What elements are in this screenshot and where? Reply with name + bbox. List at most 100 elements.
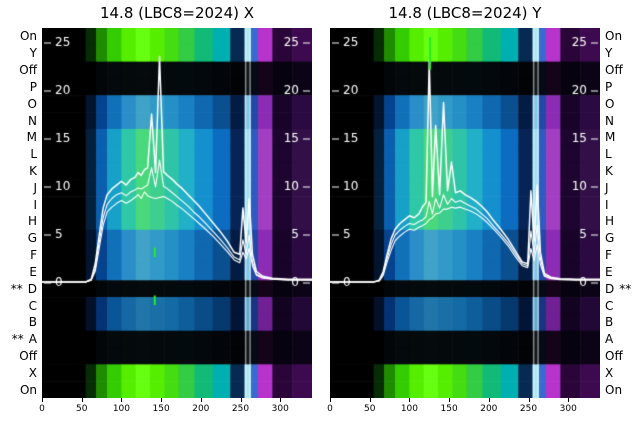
row-label-text: H (605, 214, 615, 229)
x-tick-mark (280, 398, 282, 402)
row-label-left-19-off: Off (0, 349, 37, 363)
x-tick-label: 0 (39, 404, 45, 414)
row-label-text: H (27, 214, 37, 229)
row-label-left-18-a: ** A (0, 332, 37, 346)
x-tick-mark (369, 398, 371, 402)
panel-y-title: 14.8 (LBC8=2024) Y (388, 4, 542, 22)
row-label-text: G (605, 231, 615, 246)
panel-x-title: 14.8 (LBC8=2024) X (99, 4, 255, 22)
row-label-left-14-e: E (0, 265, 37, 279)
row-label-left-16-c: C (0, 299, 37, 313)
x-tick-label: 300 (271, 404, 289, 414)
row-label-text: Off (19, 348, 37, 363)
row-label-right-7-l: L (605, 147, 612, 161)
row-label-left-3-p: P (0, 80, 37, 94)
row-label-right-3-p: P (605, 80, 612, 94)
row-label-text: I (33, 197, 37, 212)
row-label-text: C (605, 298, 614, 313)
row-label-right-18-a: A (605, 332, 613, 346)
row-label-left-17-b: B (0, 315, 37, 329)
row-label-left-10-i: I (0, 198, 37, 212)
row-label-text: J (33, 180, 37, 195)
row-label-right-4-o: O (605, 97, 614, 111)
row-label-right-19-off: Off (605, 349, 623, 363)
row-label-text: K (605, 163, 613, 178)
row-label-right-10-i: I (605, 198, 609, 212)
row-label-left-7-l: L (0, 147, 37, 161)
row-label-text: M (26, 130, 37, 145)
x-tick-label: 250 (231, 404, 250, 414)
row-label-text: Y (29, 46, 37, 61)
row-label-right-12-g: G (605, 231, 614, 245)
row-label-text: Y (605, 46, 613, 61)
x-tick-mark (121, 398, 123, 402)
star-marker: ** (619, 281, 632, 296)
x-tick-label: 50 (363, 404, 376, 414)
row-label-text: On (19, 29, 37, 44)
x-tick-mark (409, 398, 411, 402)
x-tick-mark (240, 398, 242, 402)
row-label-right-1-y: Y (605, 46, 612, 60)
row-label-left-6-m: M (0, 130, 37, 144)
row-label-text: D (27, 281, 37, 296)
x-tick-mark (488, 398, 490, 402)
x-tick-label: 100 (112, 404, 130, 414)
row-label-text: On (605, 29, 623, 44)
x-tick-mark (161, 398, 163, 402)
row-label-left-0-on: On (0, 29, 37, 43)
row-label-left-8-k: K (0, 164, 37, 178)
row-label-text: N (28, 113, 37, 128)
row-label-text: P (29, 79, 37, 94)
row-label-right-5-n: N (605, 114, 614, 128)
row-label-right-21-on: On (605, 383, 622, 397)
row-label-text: P (605, 79, 613, 94)
row-label-text: X (605, 365, 614, 380)
x-tick-label: 200 (480, 404, 498, 414)
row-label-left-1-y: Y (0, 46, 37, 60)
row-label-text: O (27, 96, 37, 111)
row-label-text: G (27, 231, 37, 246)
row-label-right-17-b: B (605, 315, 613, 329)
row-label-text: E (605, 264, 613, 279)
x-tick-label: 100 (400, 404, 418, 414)
x-tick-mark (42, 398, 43, 402)
row-label-text: J (605, 180, 609, 195)
x-tick-label: 50 (75, 404, 88, 414)
row-label-text: E (29, 264, 37, 279)
row-label-text: F (605, 248, 612, 263)
row-label-right-16-c: C (605, 299, 613, 313)
row-label-text: M (605, 130, 616, 145)
x-tick-label: 150 (440, 404, 458, 414)
row-label-text: Off (19, 63, 37, 78)
heatmap-panel-x (42, 28, 312, 398)
row-label-text: L (30, 147, 37, 162)
row-label-left-4-o: O (0, 97, 37, 111)
row-label-text: F (30, 248, 37, 263)
row-label-right-20-x: X (605, 366, 613, 380)
row-label-right-14-e: E (605, 265, 613, 279)
row-label-text: C (28, 298, 37, 313)
row-label-left-5-n: N (0, 114, 37, 128)
row-label-text: L (605, 147, 612, 162)
row-label-text: Off (605, 348, 623, 363)
row-label-left-2-off: Off (0, 63, 37, 77)
row-label-left-11-h: H (0, 214, 37, 228)
row-label-text: X (28, 365, 37, 380)
x-tick-mark (568, 398, 570, 402)
x-tick-mark (81, 398, 83, 402)
row-label-text: Off (605, 63, 623, 78)
row-label-right-8-k: K (605, 164, 613, 178)
row-label-text: On (19, 382, 37, 397)
heatmap-panel-y (330, 28, 600, 398)
x-tick-label: 0 (327, 404, 333, 414)
row-label-text: B (28, 315, 37, 330)
x-tick-label: 200 (192, 404, 210, 414)
star-marker: ** (11, 332, 24, 347)
row-label-left-12-g: G (0, 231, 37, 245)
x-tick-mark (200, 398, 202, 402)
row-label-left-13-f: F (0, 248, 37, 262)
row-label-left-15-d: ** D (0, 282, 37, 296)
row-label-right-6-m: M (605, 130, 615, 144)
row-label-text: A (28, 332, 37, 347)
